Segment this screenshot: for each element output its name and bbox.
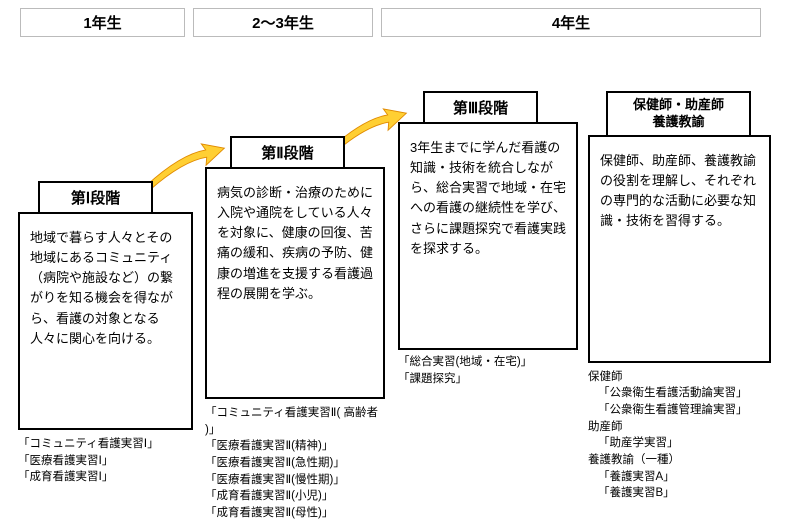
course-item: 「コミュニティ看護実習Ⅰ」 bbox=[18, 436, 193, 453]
course-group-label: 養護教諭（一種） bbox=[588, 452, 771, 469]
course-item: 「成育看護実習Ⅱ(小児)」 bbox=[205, 488, 385, 505]
stage-3-body: 3年生までに学んだ看護の知識・技術を統合しながら、総合実習で地域・在宅への看護の… bbox=[398, 122, 578, 350]
stage-2: 第Ⅱ段階 病気の診断・治療のために入院や通院をしている人々を対象に、健康の回復、… bbox=[205, 136, 385, 522]
stage-1: 第Ⅰ段階 地域で暮らす人々とその地域にあるコミュニティ（病院や施設など）の繋がり… bbox=[18, 181, 193, 486]
course-item: 「医療看護実習Ⅱ(精神)」 bbox=[205, 438, 385, 455]
course-item: 「公衆衛生看護管理論実習」 bbox=[588, 402, 771, 419]
stage-area: 第Ⅰ段階 地域で暮らす人々とその地域にあるコミュニティ（病院や施設など）の繋がり… bbox=[0, 41, 790, 511]
course-group-label: 助産師 bbox=[588, 419, 771, 436]
course-item: 「養護実習B」 bbox=[588, 485, 771, 502]
course-item: 「総合実習(地域・在宅)」 bbox=[398, 354, 578, 371]
course-item: 「養護実習A」 bbox=[588, 469, 771, 486]
year-row: 1年生 2～3年生 4年生 bbox=[0, 0, 790, 41]
course-item: 「課題探究」 bbox=[398, 371, 578, 388]
stage-1-header: 第Ⅰ段階 bbox=[38, 181, 153, 214]
stage-4-body: 保健師、助産師、養護教諭の役割を理解し、それぞれの専門的な活動に必要な知識・技術… bbox=[588, 135, 771, 363]
stage-4-courses: 保健師「公衆衛生看護活動論実習」「公衆衛生看護管理論実習」助産師「助産学実習」養… bbox=[588, 369, 771, 502]
year-cell-1: 1年生 bbox=[20, 8, 185, 37]
stage-1-courses: 「コミュニティ看護実習Ⅰ」「医療看護実習Ⅰ」「成育看護実習Ⅰ」 bbox=[18, 436, 193, 486]
stage-4-header: 保健師・助産師養護教諭 bbox=[606, 91, 751, 137]
stage-1-body: 地域で暮らす人々とその地域にあるコミュニティ（病院や施設など）の繋がりを知る機会… bbox=[18, 212, 193, 430]
stage-2-body: 病気の診断・治療のために入院や通院をしている人々を対象に、健康の回復、苦痛の緩和… bbox=[205, 167, 385, 399]
stage-3-courses: 「総合実習(地域・在宅)」「課題探究」 bbox=[398, 354, 578, 387]
course-group-label: 保健師 bbox=[588, 369, 771, 386]
year-cell-2: 2～3年生 bbox=[193, 8, 373, 37]
stage-2-header: 第Ⅱ段階 bbox=[230, 136, 345, 169]
stage-4: 保健師・助産師養護教諭 保健師、助産師、養護教諭の役割を理解し、それぞれの専門的… bbox=[588, 91, 771, 502]
course-item: 「成育看護実習Ⅱ(母性)」 bbox=[205, 505, 385, 522]
course-item: 「医療看護実習Ⅱ(急性期)」 bbox=[205, 455, 385, 472]
stage-3-header: 第Ⅲ段階 bbox=[423, 91, 538, 124]
stage-2-courses: 「コミュニティ看護実習Ⅱ( 高齢者 )」「医療看護実習Ⅱ(精神)」「医療看護実習… bbox=[205, 405, 385, 522]
course-item: 「公衆衛生看護活動論実習」 bbox=[588, 385, 771, 402]
year-cell-3: 4年生 bbox=[381, 8, 761, 37]
stage-3: 第Ⅲ段階 3年生までに学んだ看護の知識・技術を統合しながら、総合実習で地域・在宅… bbox=[398, 91, 578, 387]
course-item: 「医療看護実習Ⅱ(慢性期)」 bbox=[205, 472, 385, 489]
course-item: 「コミュニティ看護実習Ⅱ( 高齢者 )」 bbox=[205, 405, 385, 438]
course-item: 「成育看護実習Ⅰ」 bbox=[18, 469, 193, 486]
course-item: 「助産学実習」 bbox=[588, 435, 771, 452]
course-item: 「医療看護実習Ⅰ」 bbox=[18, 453, 193, 470]
